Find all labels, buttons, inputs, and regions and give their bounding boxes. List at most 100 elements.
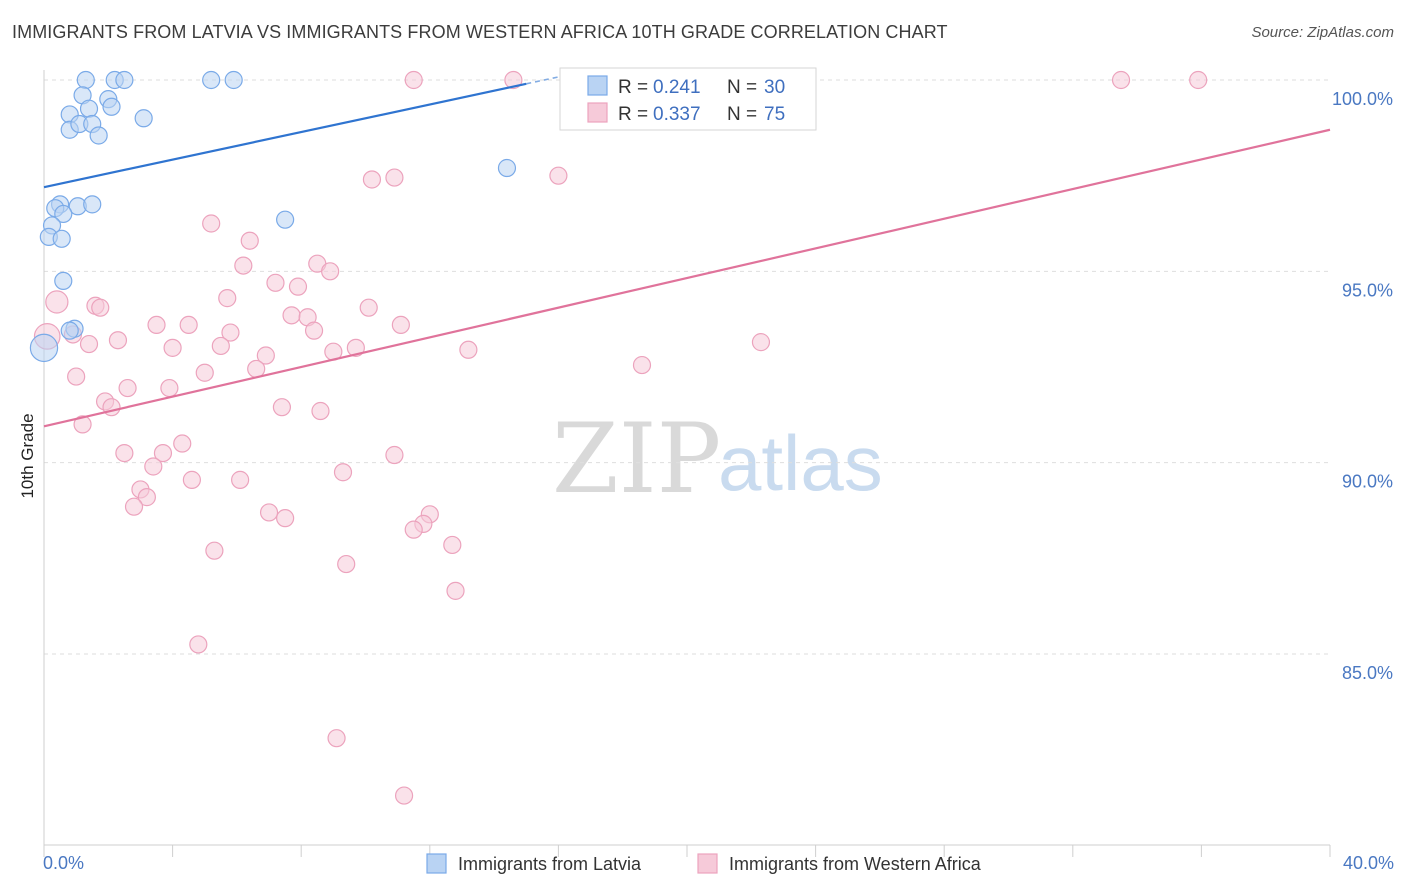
- point-western-africa: [337, 554, 356, 574]
- point-western-africa: [234, 256, 253, 275]
- point-western-africa: [362, 170, 382, 189]
- legend-r-label-latvia: R =: [618, 77, 648, 98]
- point-western-africa: [321, 262, 340, 281]
- point-western-africa: [147, 315, 166, 335]
- legend-n-label-western-africa: N =: [727, 104, 757, 125]
- point-western-africa: [404, 520, 423, 539]
- point-western-africa: [1189, 70, 1208, 90]
- point-latvia: [60, 321, 79, 340]
- point-latvia: [276, 210, 295, 229]
- watermark: ZIP atlas: [552, 403, 883, 515]
- point-western-africa: [256, 346, 275, 365]
- point-western-africa: [266, 273, 285, 292]
- series-legend-swatch-western-africa: [697, 853, 718, 874]
- point-western-africa: [231, 470, 250, 489]
- point-western-africa: [391, 315, 410, 335]
- point-western-africa: [189, 635, 208, 654]
- point-western-africa: [394, 786, 414, 805]
- point-western-africa: [443, 535, 462, 555]
- point-western-africa: [459, 340, 478, 359]
- x-tick-label-max: 40.0%: [1343, 853, 1394, 873]
- point-western-africa: [311, 401, 330, 421]
- point-latvia: [497, 158, 517, 178]
- point-western-africa: [173, 434, 192, 453]
- point-western-africa: [67, 367, 86, 386]
- chart-title: IMMIGRANTS FROM LATVIA VS IMMIGRANTS FRO…: [12, 22, 948, 42]
- stats-legend: R = 0.241 N = 30 R = 0.337 N = 75: [559, 67, 817, 131]
- point-western-africa: [144, 457, 163, 476]
- point-western-africa: [91, 298, 110, 317]
- point-latvia: [52, 229, 71, 248]
- point-western-africa: [137, 488, 156, 507]
- gridlines: [44, 79, 1330, 655]
- point-latvia: [54, 271, 73, 290]
- point-latvia: [83, 195, 102, 214]
- legend-r-value-western-africa: 0.337: [653, 104, 701, 125]
- point-western-africa: [118, 378, 137, 398]
- point-western-africa: [333, 463, 353, 482]
- legend-swatch-western-africa: [587, 102, 608, 123]
- legend-n-label-latvia: N =: [727, 77, 757, 98]
- point-western-africa: [247, 359, 266, 379]
- legend-r-label-western-africa: R =: [618, 104, 648, 125]
- point-western-africa: [1111, 70, 1131, 90]
- source-credit: Source: ZipAtlas.com: [1251, 24, 1394, 41]
- point-western-africa: [282, 306, 301, 325]
- point-western-africa: [751, 333, 771, 352]
- point-western-africa: [549, 166, 568, 185]
- point-western-africa: [205, 541, 224, 560]
- series-legend-swatch-latvia: [426, 853, 447, 874]
- series-legend-label-latvia: Immigrants from Latvia: [458, 854, 642, 874]
- point-latvia: [224, 70, 243, 90]
- point-western-africa: [195, 363, 214, 382]
- y-axis-title: 10th Grade: [18, 413, 37, 498]
- point-western-africa: [124, 497, 144, 516]
- trend-line-latvia-extension: [526, 74, 565, 85]
- point-western-africa: [446, 581, 465, 600]
- point-western-africa: [385, 445, 404, 465]
- point-western-africa: [272, 398, 292, 417]
- point-western-africa: [115, 444, 134, 463]
- point-western-africa: [160, 378, 179, 398]
- point-latvia: [89, 126, 108, 145]
- point-latvia: [102, 97, 121, 116]
- y-tick-label: 95.0%: [1342, 280, 1393, 300]
- point-western-africa: [288, 277, 308, 296]
- point-western-africa: [108, 331, 128, 350]
- point-western-africa: [327, 729, 346, 748]
- point-western-africa: [359, 298, 378, 317]
- point-latvia: [54, 204, 73, 224]
- point-latvia: [29, 333, 59, 363]
- point-western-africa: [163, 338, 182, 357]
- point-western-africa: [218, 289, 237, 308]
- point-western-africa: [304, 321, 324, 340]
- trend-line-latvia: [43, 82, 527, 189]
- trend-lines: [43, 74, 1331, 428]
- legend-r-value-latvia: 0.241: [653, 77, 701, 98]
- point-western-africa: [211, 336, 230, 356]
- point-western-africa: [404, 70, 423, 90]
- point-western-africa: [179, 315, 198, 335]
- point-western-africa: [182, 470, 201, 489]
- y-tick-label: 85.0%: [1342, 663, 1393, 683]
- point-western-africa: [346, 338, 365, 357]
- point-western-africa: [202, 214, 221, 233]
- point-western-africa: [153, 444, 173, 463]
- legend-n-value-western-africa: 75: [764, 104, 785, 125]
- x-tick-label-min: 0.0%: [43, 853, 84, 873]
- point-latvia: [134, 109, 153, 128]
- trend-line-western-africa: [43, 128, 1331, 428]
- point-latvia: [202, 70, 221, 90]
- point-latvia: [79, 99, 99, 118]
- point-western-africa: [79, 334, 99, 354]
- series-legend: Immigrants from Latvia Immigrants from W…: [426, 853, 982, 874]
- point-western-africa: [221, 323, 240, 342]
- watermark-zip: ZIP: [552, 403, 721, 515]
- axes: 100.0% 95.0% 90.0% 85.0%: [43, 70, 1393, 857]
- point-western-africa: [73, 415, 92, 434]
- y-tick-label: 90.0%: [1342, 472, 1393, 492]
- series-legend-label-western-africa: Immigrants from Western Africa: [729, 854, 982, 874]
- legend-swatch-latvia: [587, 75, 608, 96]
- point-western-africa: [504, 70, 523, 90]
